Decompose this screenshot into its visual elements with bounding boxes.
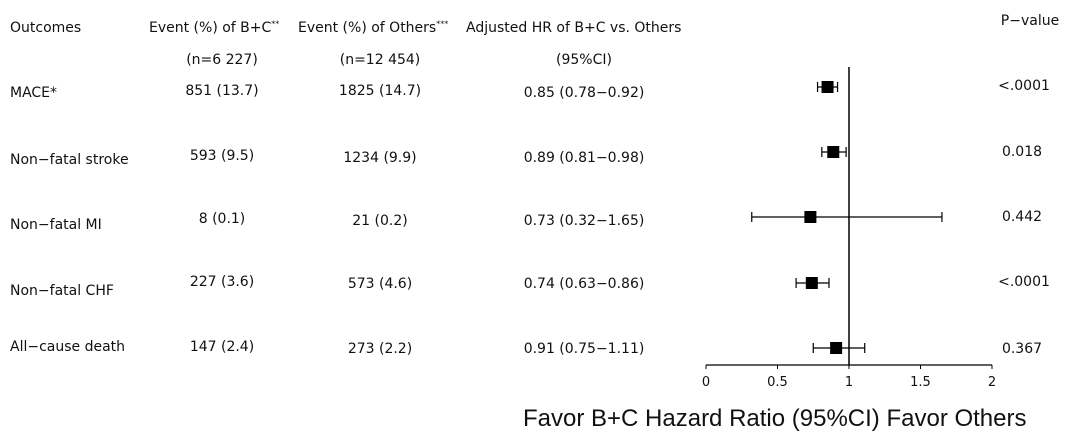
row-p-value: 0.442 xyxy=(1001,209,1043,225)
row-p-value: 0.367 xyxy=(1001,341,1043,357)
x-tick-label: 1.5 xyxy=(910,375,931,390)
row-event-others: 273 (2.2) xyxy=(347,341,413,357)
point-estimate xyxy=(830,342,843,354)
row-outcome: Non−fatal MI xyxy=(10,217,102,233)
row-event-bc: 147 (2.4) xyxy=(189,339,255,355)
header-event-bc-sup: ** xyxy=(271,19,280,29)
point-estimate xyxy=(805,277,818,289)
row-p-value: <.0001 xyxy=(998,78,1050,94)
row-outcome: Non−fatal stroke xyxy=(10,152,129,168)
row-outcome: MACE* xyxy=(10,85,58,101)
header-ci: (95%CI) xyxy=(556,52,612,68)
row-hr-text: 0.91 (0.75−1.11) xyxy=(523,341,645,357)
header-hr: Adjusted HR of B+C vs. Others xyxy=(466,20,682,36)
row-hr-text: 0.74 (0.63−0.86) xyxy=(523,276,645,292)
row-hr-text: 0.85 (0.78−0.92) xyxy=(523,85,645,101)
header-event-bc: Event (%) of B+C** xyxy=(149,19,279,37)
row-event-others: 573 (4.6) xyxy=(347,276,413,292)
row-hr-text: 0.89 (0.81−0.98) xyxy=(523,150,645,166)
header-event-bc-label: Event (%) of B+C xyxy=(149,20,272,36)
x-axis-title: Favor B+C Hazard Ratio (95%CI) Favor Oth… xyxy=(523,405,1027,432)
row-event-bc: 851 (13.7) xyxy=(185,83,259,99)
header-event-others-label: Event (%) of Others xyxy=(298,20,437,36)
point-estimate xyxy=(821,81,834,93)
row-outcome: All−cause death xyxy=(10,339,126,355)
row-p-value: <.0001 xyxy=(998,274,1050,290)
row-event-others: 1234 (9.9) xyxy=(343,150,417,166)
point-estimate xyxy=(827,146,840,158)
header-n-bc: (n=6 227) xyxy=(186,52,258,68)
header-outcomes: Outcomes xyxy=(10,20,82,36)
row-event-others: 21 (0.2) xyxy=(352,213,408,229)
header-event-others: Event (%) of Others*** xyxy=(298,19,448,37)
row-event-bc: 227 (3.6) xyxy=(189,274,255,290)
row-hr-text: 0.73 (0.32−1.65) xyxy=(523,213,645,229)
x-tick-label: 1 xyxy=(845,375,853,390)
row-event-others: 1825 (14.7) xyxy=(338,83,422,99)
x-tick-label: 0.5 xyxy=(767,375,788,390)
x-tick-label: 0 xyxy=(702,375,710,390)
header-n-others: (n=12 454) xyxy=(339,52,421,68)
row-event-bc: 593 (9.5) xyxy=(189,148,255,164)
header-pvalue: P−value xyxy=(1000,13,1060,29)
point-estimate xyxy=(804,211,817,223)
row-p-value: 0.018 xyxy=(1001,144,1043,160)
row-event-bc: 8 (0.1) xyxy=(198,211,246,227)
header-event-others-sup: *** xyxy=(436,19,449,29)
row-outcome: Non−fatal CHF xyxy=(10,283,114,299)
x-tick-label: 2 xyxy=(988,375,996,390)
